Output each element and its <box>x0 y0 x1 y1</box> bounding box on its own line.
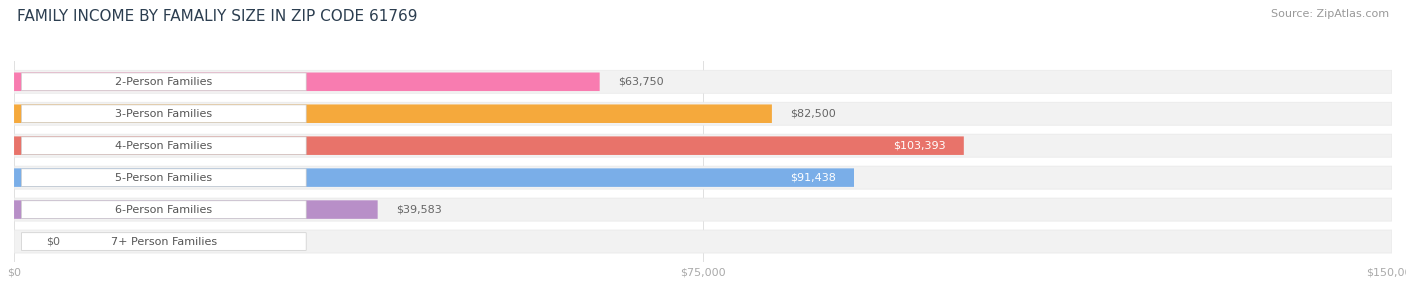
FancyBboxPatch shape <box>14 136 965 155</box>
FancyBboxPatch shape <box>21 169 307 186</box>
Text: 2-Person Families: 2-Person Families <box>115 77 212 87</box>
FancyBboxPatch shape <box>21 233 307 250</box>
Text: $63,750: $63,750 <box>619 77 664 87</box>
FancyBboxPatch shape <box>14 70 1392 93</box>
Text: $91,438: $91,438 <box>790 173 835 183</box>
FancyBboxPatch shape <box>21 105 307 123</box>
FancyBboxPatch shape <box>14 166 1392 189</box>
Text: $82,500: $82,500 <box>790 109 837 119</box>
FancyBboxPatch shape <box>14 200 378 219</box>
FancyBboxPatch shape <box>14 73 599 91</box>
FancyBboxPatch shape <box>14 168 853 187</box>
FancyBboxPatch shape <box>14 102 1392 125</box>
Text: Source: ZipAtlas.com: Source: ZipAtlas.com <box>1271 9 1389 19</box>
Text: $39,583: $39,583 <box>396 205 441 215</box>
Text: 4-Person Families: 4-Person Families <box>115 141 212 151</box>
FancyBboxPatch shape <box>21 201 307 218</box>
Text: 7+ Person Families: 7+ Person Families <box>111 237 217 246</box>
FancyBboxPatch shape <box>14 134 1392 157</box>
Text: FAMILY INCOME BY FAMALIY SIZE IN ZIP CODE 61769: FAMILY INCOME BY FAMALIY SIZE IN ZIP COD… <box>17 9 418 24</box>
Text: $0: $0 <box>46 237 60 246</box>
Text: $103,393: $103,393 <box>893 141 945 151</box>
FancyBboxPatch shape <box>21 73 307 91</box>
Text: 3-Person Families: 3-Person Families <box>115 109 212 119</box>
FancyBboxPatch shape <box>14 230 1392 253</box>
FancyBboxPatch shape <box>14 198 1392 221</box>
FancyBboxPatch shape <box>14 104 772 123</box>
FancyBboxPatch shape <box>21 137 307 154</box>
Text: 6-Person Families: 6-Person Families <box>115 205 212 215</box>
Text: 5-Person Families: 5-Person Families <box>115 173 212 183</box>
